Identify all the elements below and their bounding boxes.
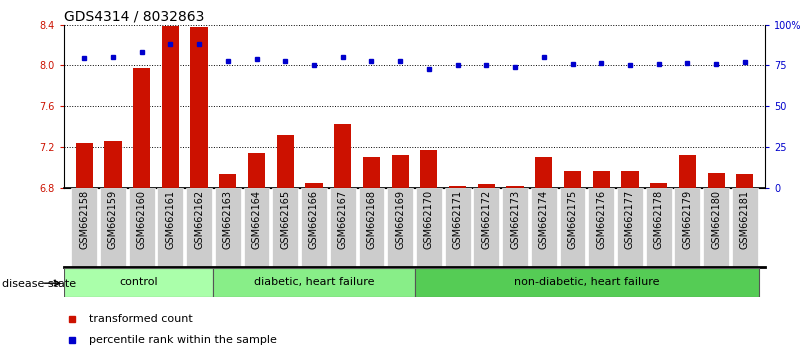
Bar bbox=[445, 188, 470, 267]
Text: GSM662170: GSM662170 bbox=[424, 190, 434, 249]
Bar bbox=[416, 188, 442, 267]
Text: GSM662164: GSM662164 bbox=[252, 190, 262, 249]
Bar bbox=[162, 26, 179, 188]
Text: GSM662173: GSM662173 bbox=[510, 190, 520, 249]
Bar bbox=[330, 188, 356, 267]
Bar bbox=[588, 188, 614, 267]
Bar bbox=[301, 188, 327, 267]
Bar bbox=[707, 173, 725, 188]
Bar bbox=[502, 188, 528, 267]
Text: GSM662168: GSM662168 bbox=[366, 190, 376, 249]
Bar bbox=[449, 185, 466, 188]
Text: control: control bbox=[119, 277, 158, 287]
Bar bbox=[248, 153, 265, 188]
Text: GSM662171: GSM662171 bbox=[453, 190, 463, 249]
Text: GSM662178: GSM662178 bbox=[654, 190, 664, 249]
Bar bbox=[646, 188, 671, 267]
Text: GSM662180: GSM662180 bbox=[711, 190, 721, 249]
Bar bbox=[129, 188, 155, 267]
Bar bbox=[158, 188, 183, 267]
Bar bbox=[219, 175, 236, 188]
Bar bbox=[736, 175, 754, 188]
Text: GSM662162: GSM662162 bbox=[194, 190, 204, 249]
Bar bbox=[215, 188, 241, 267]
Text: GSM662181: GSM662181 bbox=[740, 190, 750, 249]
Bar bbox=[305, 183, 323, 188]
Text: GSM662161: GSM662161 bbox=[165, 190, 175, 249]
Bar bbox=[392, 155, 409, 188]
Text: percentile rank within the sample: percentile rank within the sample bbox=[89, 335, 276, 346]
Text: transformed count: transformed count bbox=[89, 314, 192, 324]
Bar bbox=[506, 185, 524, 188]
Bar bbox=[104, 141, 122, 188]
Text: GSM662174: GSM662174 bbox=[539, 190, 549, 249]
Bar bbox=[477, 183, 495, 188]
Bar bbox=[64, 268, 213, 297]
Bar bbox=[703, 188, 729, 267]
Text: GSM662166: GSM662166 bbox=[309, 190, 319, 249]
Bar bbox=[244, 188, 269, 267]
Bar bbox=[75, 143, 93, 188]
Bar bbox=[213, 268, 415, 297]
Text: GSM662179: GSM662179 bbox=[682, 190, 692, 249]
Bar bbox=[100, 188, 126, 267]
Bar bbox=[732, 188, 758, 267]
Bar bbox=[531, 188, 557, 267]
Bar bbox=[387, 188, 413, 267]
Bar bbox=[276, 135, 294, 188]
Bar bbox=[622, 171, 638, 188]
Text: GSM662163: GSM662163 bbox=[223, 190, 233, 249]
Text: GSM662159: GSM662159 bbox=[108, 190, 118, 249]
Bar bbox=[191, 27, 207, 188]
Bar bbox=[133, 68, 151, 188]
Text: GSM662165: GSM662165 bbox=[280, 190, 290, 249]
Text: GSM662169: GSM662169 bbox=[395, 190, 405, 249]
Text: GSM662177: GSM662177 bbox=[625, 190, 635, 249]
Text: GSM662175: GSM662175 bbox=[567, 190, 578, 249]
Bar bbox=[415, 268, 759, 297]
Bar bbox=[363, 157, 380, 188]
Text: GDS4314 / 8032863: GDS4314 / 8032863 bbox=[64, 10, 204, 24]
Bar bbox=[359, 188, 384, 267]
Bar bbox=[593, 171, 610, 188]
Bar bbox=[617, 188, 643, 267]
Text: GSM662167: GSM662167 bbox=[338, 190, 348, 249]
Bar bbox=[678, 155, 696, 188]
Bar bbox=[71, 188, 97, 267]
Bar bbox=[421, 150, 437, 188]
Text: GSM662176: GSM662176 bbox=[596, 190, 606, 249]
Bar bbox=[334, 124, 352, 188]
Bar bbox=[473, 188, 499, 267]
Bar bbox=[560, 188, 586, 267]
Bar bbox=[186, 188, 212, 267]
Bar bbox=[674, 188, 700, 267]
Bar bbox=[272, 188, 298, 267]
Text: disease state: disease state bbox=[2, 279, 77, 289]
Text: GSM662172: GSM662172 bbox=[481, 190, 491, 249]
Text: non-diabetic, heart failure: non-diabetic, heart failure bbox=[514, 277, 659, 287]
Text: diabetic, heart failure: diabetic, heart failure bbox=[254, 277, 374, 287]
Bar bbox=[650, 183, 667, 188]
Text: GSM662160: GSM662160 bbox=[137, 190, 147, 249]
Text: GSM662158: GSM662158 bbox=[79, 190, 89, 249]
Bar bbox=[564, 171, 581, 188]
Bar bbox=[535, 157, 553, 188]
